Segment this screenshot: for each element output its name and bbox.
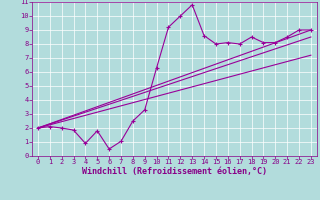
X-axis label: Windchill (Refroidissement éolien,°C): Windchill (Refroidissement éolien,°C): [82, 167, 267, 176]
